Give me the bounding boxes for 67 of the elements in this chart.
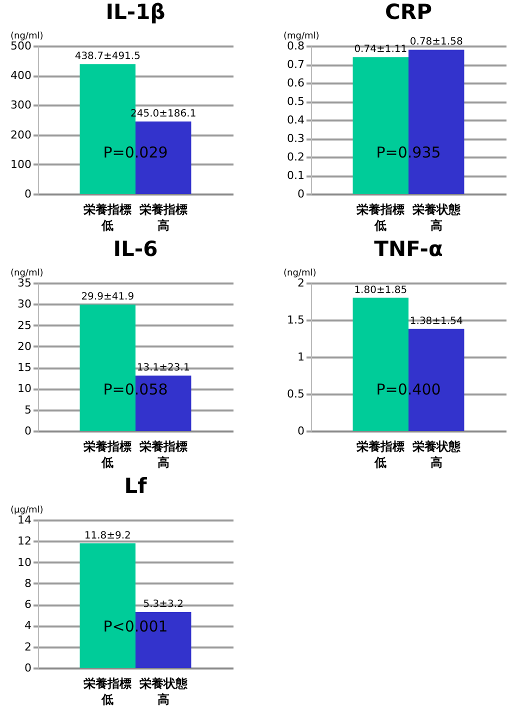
x-tick-label: 栄養指標低	[356, 440, 405, 470]
data-label: 438.7±491.5	[74, 51, 140, 62]
y-tick-label: 6	[24, 598, 32, 612]
y-axis-title: (ng/ml)	[284, 268, 316, 278]
data-label: 5.3±3.2	[143, 598, 184, 610]
y-tick-label: 200	[10, 128, 32, 142]
y-tick-label: 25	[18, 318, 32, 332]
x-tick-label: 栄養指標高	[139, 202, 188, 232]
y-tick-label: 500	[10, 40, 32, 52]
y-tick-label: 100	[10, 158, 32, 171]
y-tick-label: 0	[24, 662, 32, 674]
x-tick-label: 栄養状態高	[412, 440, 462, 470]
data-label: 1.38±1.54	[410, 316, 463, 327]
data-label: 11.8±9.2	[84, 530, 131, 542]
y-tick-label: 5	[24, 403, 32, 416]
y-tick-label: 0.8	[287, 40, 304, 52]
chart-title: TNF-α	[374, 237, 443, 261]
y-tick-label: 300	[10, 98, 32, 112]
data-label: 0.74±1.11	[354, 44, 408, 56]
x-tick-label: 栄養状態高	[139, 676, 188, 706]
y-tick-label: 8	[24, 576, 32, 590]
y-tick-label: 12	[18, 534, 32, 548]
annotation: P<0.001	[103, 618, 168, 636]
y-tick-label: 0	[24, 424, 32, 438]
x-tick-label: 栄養指標低	[84, 676, 132, 706]
y-tick-label: 0.5	[287, 95, 304, 108]
y-tick-label: 10	[18, 382, 32, 396]
y-tick-label: 10	[18, 556, 32, 569]
y-tick-label: 1	[298, 350, 304, 364]
y-tick-label: 0.2	[287, 150, 304, 164]
chart-title: CRP	[385, 0, 432, 24]
chart-title: IL-1β	[106, 0, 166, 24]
y-tick-label: 20	[18, 340, 32, 353]
y-axis-title: (μg/ml)	[10, 506, 44, 516]
y-tick-label: 14	[18, 514, 32, 526]
chart-title: Lf	[124, 474, 148, 498]
y-tick-label: 0	[298, 424, 304, 438]
y-tick-label: 400	[10, 69, 32, 82]
x-tick-label: 栄養指標低	[84, 202, 132, 232]
y-tick-label: 0.1	[287, 169, 304, 182]
y-tick-label: 2	[298, 276, 304, 290]
y-tick-label: 0.5	[287, 388, 304, 400]
y-axis-title: (ng/ml)	[10, 32, 44, 42]
x-tick-label: 栄養指標低	[84, 440, 132, 470]
x-tick-label: 栄養指標高	[139, 440, 188, 470]
y-tick-label: 4	[24, 619, 32, 632]
x-tick-label: 栄養指標低	[356, 202, 405, 232]
annotation: P=0.935	[376, 144, 441, 162]
y-axis-title: (mg/ml)	[284, 32, 320, 42]
y-tick-label: 2	[24, 640, 32, 654]
y-tick-label: 0.4	[287, 114, 304, 126]
y-tick-label: 0.6	[287, 76, 304, 90]
chart-title: IL-6	[113, 237, 158, 261]
data-label: 13.1±23.1	[136, 362, 190, 374]
y-tick-label: 30	[18, 298, 32, 311]
data-label: 1.80±1.85	[354, 284, 408, 296]
y-tick-label: 0.7	[287, 58, 304, 71]
x-tick-label: 栄養状態高	[412, 202, 462, 232]
y-axis-title: (ng/ml)	[10, 268, 44, 278]
y-tick-label: 0.3	[287, 132, 304, 145]
y-tick-label: 35	[18, 276, 32, 290]
y-tick-label: 0	[298, 188, 304, 200]
data-label: 29.9±41.9	[81, 292, 134, 303]
data-label: 0.78±1.58	[410, 36, 463, 48]
y-tick-label: 0	[24, 188, 32, 200]
y-tick-label: 15	[18, 361, 32, 374]
y-tick-label: 1.5	[287, 314, 304, 326]
